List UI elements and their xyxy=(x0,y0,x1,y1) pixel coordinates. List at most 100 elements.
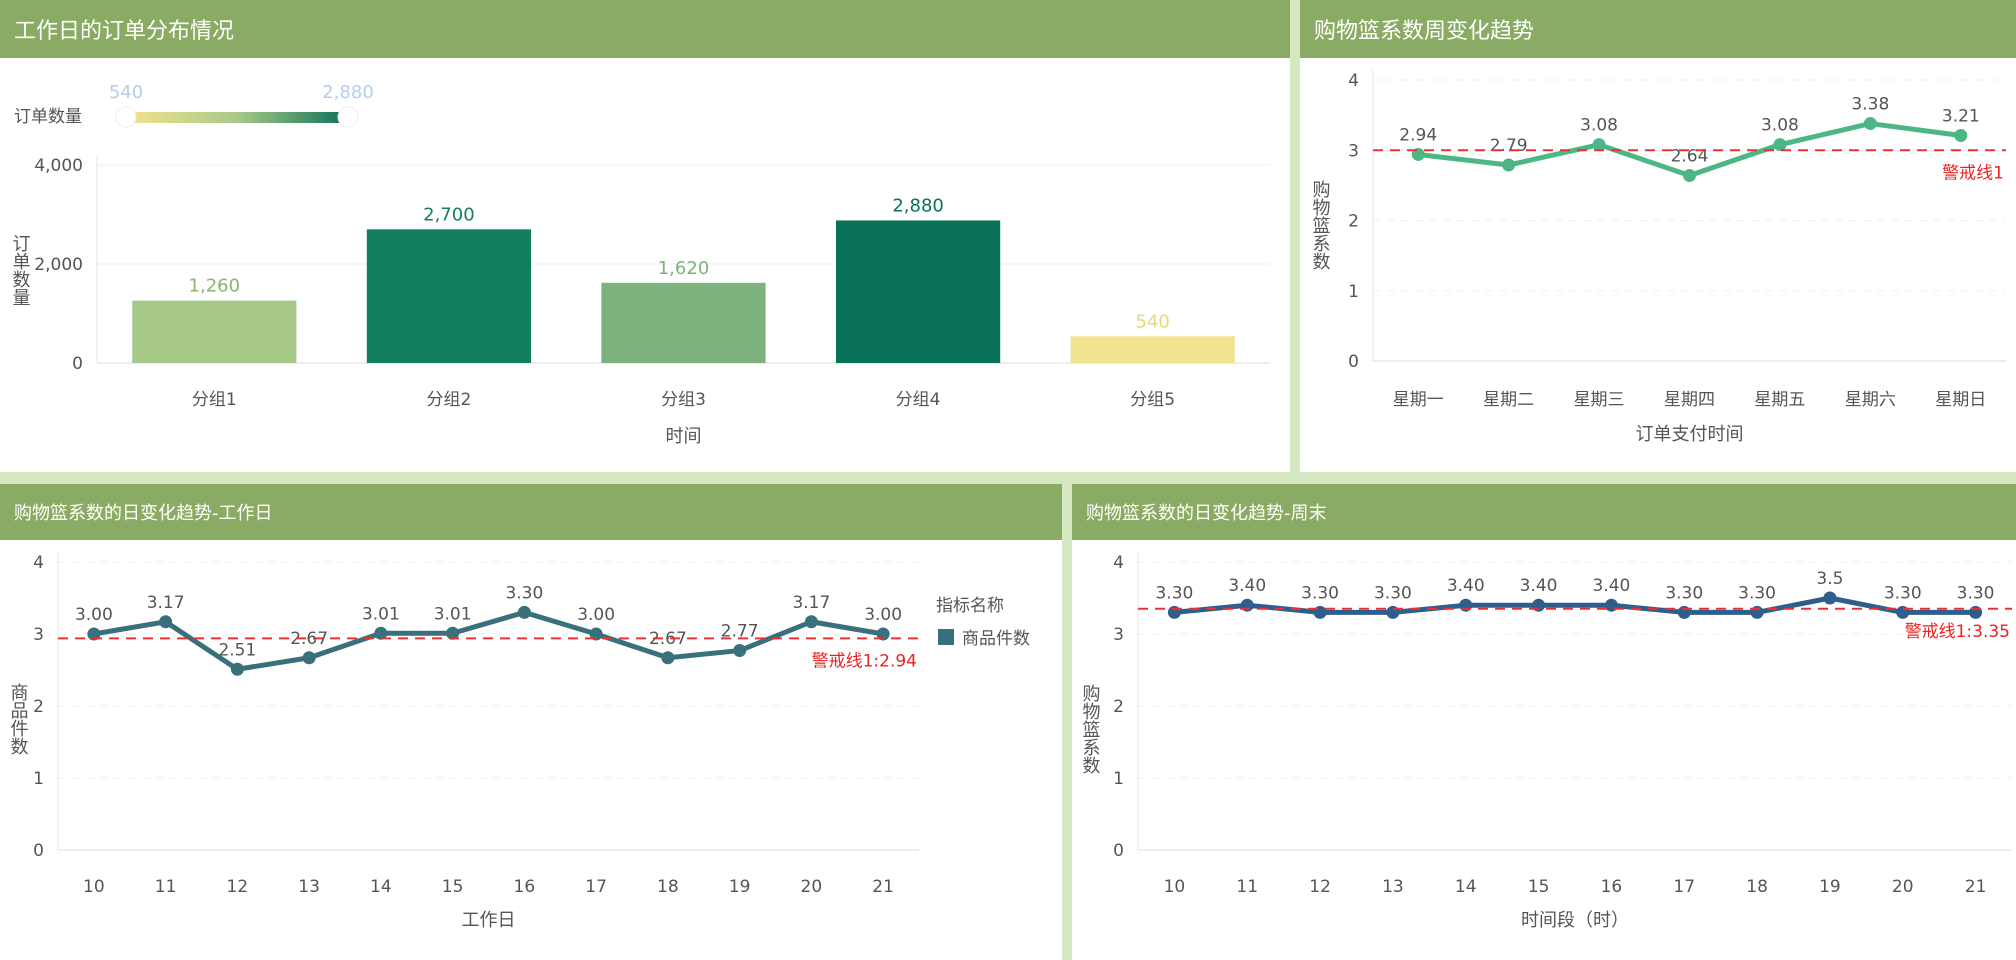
panel-title: 工作日的订单分布情况 xyxy=(0,0,1290,58)
bar-value-label: 540 xyxy=(1136,311,1170,332)
data-point xyxy=(446,626,460,640)
panel-order-distribution: 工作日的订单分布情况 0 2,000 4,000 分组1 分组2 分组3 分组4 分组5 时间 订… xyxy=(0,0,1290,472)
y-axis-title: 购物篮系数 xyxy=(1310,180,1331,270)
data-label: 2.94 xyxy=(1399,125,1437,145)
y-tick-label: 2,000 xyxy=(34,255,83,275)
bar xyxy=(1070,336,1235,363)
x-tick-label: 12 xyxy=(227,877,249,897)
x-tick-label: 星期四 xyxy=(1664,390,1715,410)
data-label: 3.00 xyxy=(864,605,902,625)
y-tick-label: 3 xyxy=(33,625,44,645)
y-tick-label: 3 xyxy=(1348,141,1359,161)
panel-title: 购物篮系数的日变化趋势-工作日 xyxy=(0,484,1062,540)
data-label: 2.67 xyxy=(649,629,687,649)
y-tick-label: 0 xyxy=(1348,352,1359,372)
data-label: 3.21 xyxy=(1942,106,1980,126)
x-tick-label: 15 xyxy=(1528,877,1550,897)
x-axis-title: 时间 xyxy=(666,426,702,447)
bar xyxy=(835,220,1001,363)
x-tick-label: 15 xyxy=(442,877,464,897)
visual-map-label: 订单数量 xyxy=(14,107,82,127)
bar xyxy=(601,282,766,363)
data-point xyxy=(230,662,244,676)
y-tick-label: 1 xyxy=(33,769,44,789)
data-point xyxy=(302,651,316,665)
x-tick-label: 分组2 xyxy=(426,390,471,410)
legend-item[interactable]: 商品件数 xyxy=(962,629,1030,649)
y-tick-label: 4 xyxy=(33,553,44,573)
data-label: 3.01 xyxy=(434,604,472,624)
bar xyxy=(132,300,297,363)
y-axis-title: 订单数量 xyxy=(10,234,31,306)
bar xyxy=(366,229,532,363)
legend-swatch xyxy=(938,629,954,645)
data-label: 3.30 xyxy=(1374,583,1412,603)
x-tick-label: 11 xyxy=(1236,877,1258,897)
data-point xyxy=(1502,158,1516,172)
data-point xyxy=(733,644,747,658)
data-label: 2.77 xyxy=(721,622,759,642)
x-axis-title: 订单支付时间 xyxy=(1636,424,1744,445)
warning-line-label: 警戒线1 xyxy=(1942,163,2004,183)
data-label: 3.08 xyxy=(1580,116,1618,136)
y-tick-label: 0 xyxy=(33,841,44,861)
visual-map-bar xyxy=(126,112,348,123)
data-point xyxy=(1773,138,1787,152)
x-tick-label: 14 xyxy=(1455,877,1477,897)
x-tick-label: 18 xyxy=(657,877,679,897)
y-tick-label: 2 xyxy=(1113,697,1124,717)
y-tick-label: 4 xyxy=(1113,553,1124,573)
data-label: 3.40 xyxy=(1520,576,1558,596)
data-point xyxy=(1863,117,1877,131)
x-tick-label: 星期二 xyxy=(1483,390,1534,410)
visual-map-handle[interactable] xyxy=(115,106,137,128)
y-tick-label: 4,000 xyxy=(34,156,83,176)
x-tick-label: 14 xyxy=(370,877,392,897)
y-tick-label: 1 xyxy=(1348,282,1359,302)
panel-workday-trend: 购物篮系数的日变化趋势-工作日 0 1 2 3 4 10 11 12 13 14 15 16 17 18 1… xyxy=(0,484,1062,960)
data-label: 3.00 xyxy=(577,605,615,625)
data-point xyxy=(87,627,101,641)
series-line xyxy=(93,609,884,672)
data-point xyxy=(589,627,603,641)
visual-map-min-label: 540 xyxy=(109,82,143,103)
data-point xyxy=(661,651,675,665)
data-label: 3.30 xyxy=(1884,583,1922,603)
data-label: 2.64 xyxy=(1671,147,1709,167)
x-tick-label: 星期三 xyxy=(1574,390,1625,410)
bar-value-label: 2,880 xyxy=(892,195,944,216)
data-label: 3.40 xyxy=(1228,576,1266,596)
x-tick-label: 20 xyxy=(1892,877,1914,897)
data-label: 3.08 xyxy=(1761,116,1799,136)
data-label: 2.67 xyxy=(290,629,328,649)
x-tick-label: 13 xyxy=(298,877,320,897)
x-tick-label: 12 xyxy=(1309,877,1331,897)
bar-value-label: 1,260 xyxy=(189,276,241,297)
x-tick-label: 星期六 xyxy=(1845,390,1896,410)
x-tick-label: 17 xyxy=(1673,877,1695,897)
data-point xyxy=(1954,128,1968,142)
data-label: 3.30 xyxy=(505,583,543,603)
data-label: 3.30 xyxy=(1957,583,1995,603)
data-point xyxy=(804,615,818,629)
x-axis-title: 工作日 xyxy=(462,910,516,931)
x-tick-label: 21 xyxy=(872,877,894,897)
x-tick-label: 分组5 xyxy=(1130,390,1175,410)
data-label: 3.40 xyxy=(1592,576,1630,596)
x-tick-label: 分组1 xyxy=(192,390,237,410)
panel-title: 购物篮系数的日变化趋势-周末 xyxy=(1072,484,2016,540)
x-tick-label: 分组4 xyxy=(896,390,941,410)
x-tick-label: 星期五 xyxy=(1754,390,1805,410)
visual-map-handle[interactable] xyxy=(337,106,359,128)
y-tick-label: 2 xyxy=(33,697,44,717)
data-label: 3.01 xyxy=(362,604,400,624)
data-point xyxy=(1592,138,1606,152)
bar-value-label: 2,700 xyxy=(423,204,475,225)
data-label: 3.5 xyxy=(1816,569,1843,589)
x-tick-label: 19 xyxy=(1819,877,1841,897)
x-tick-label: 星期一 xyxy=(1393,390,1444,410)
panel-weekend-trend: 购物篮系数的日变化趋势-周末 0 1 2 3 4 10 11 12 13 14 15 16 17 18 19… xyxy=(1072,484,2016,960)
x-tick-label: 10 xyxy=(1164,877,1186,897)
